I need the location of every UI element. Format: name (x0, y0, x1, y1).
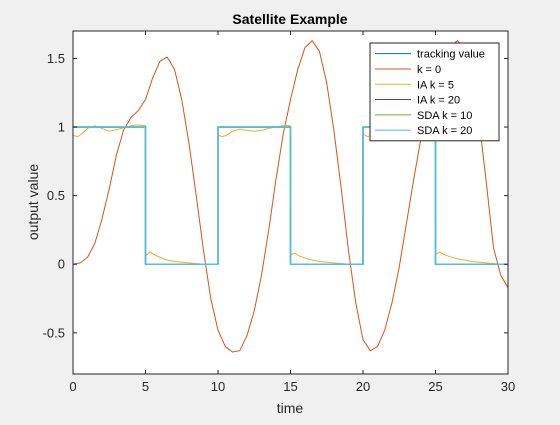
legend-label: IA k = 5 (417, 79, 454, 91)
legend-label: SDA k = 20 (417, 125, 472, 137)
x-tick-label: 30 (501, 379, 515, 394)
x-tick-label: 20 (356, 379, 370, 394)
x-tick-label: 25 (428, 379, 442, 394)
series-line-sda-k-20 (73, 126, 508, 266)
chart-title: Satellite Example (232, 11, 347, 27)
legend-label: IA k = 20 (417, 95, 460, 107)
legend-box (369, 42, 500, 142)
series-layer (72, 40, 509, 353)
y-tick-label: 1 (58, 120, 65, 135)
y-axis-label: output value (25, 164, 41, 240)
legend-label: SDA k = 10 (417, 110, 472, 122)
x-tick-label: 10 (211, 379, 225, 394)
y-tick-label: 1.5 (47, 51, 65, 66)
x-axis-label: time (277, 400, 304, 416)
legend-label: k = 0 (417, 64, 441, 76)
x-tick-label: 0 (69, 379, 76, 394)
y-ticks: -0.5 0 0.5 1 1.5 (43, 51, 508, 340)
legend-label: tracking value (417, 49, 485, 61)
legend[interactable]: tracking value k = 0 IA k = 5 IA k = 20 SDA … (369, 42, 500, 142)
y-tick-label: -0.5 (43, 325, 65, 340)
y-tick-label: 0 (58, 257, 65, 272)
x-tick-label: 5 (142, 379, 149, 394)
x-ticks: 0 5 10 15 20 25 30 (69, 31, 515, 394)
x-tick-label: 15 (283, 379, 297, 394)
y-tick-label: 0.5 (47, 188, 65, 203)
